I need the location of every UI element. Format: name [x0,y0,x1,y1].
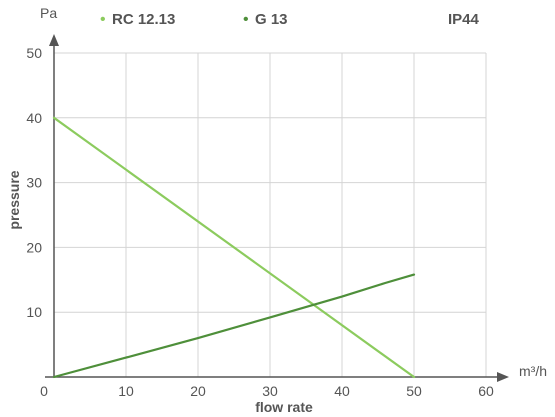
x-unit-label: m³/h [519,363,547,379]
x-tick-label: 40 [334,383,350,399]
series-lines [52,116,416,379]
grid [54,52,487,377]
x-tick-label: 0 [40,383,48,399]
y-tick-label: 20 [26,239,42,255]
legend-label-rc: RC 12.13 [112,11,175,28]
y-tick-label: 10 [26,304,42,320]
y-tick-label: 50 [26,45,42,61]
series-line-g-13 [52,273,416,379]
legend-item-rc: • RC 12.13 [100,11,175,28]
legend-item-g: • G 13 [243,11,288,28]
x-tick-label: 20 [190,383,206,399]
series-line-rc-12-13 [52,116,416,379]
x-tick-label: 30 [262,383,278,399]
y-axis-title: pressure [6,170,22,229]
x-tick-label: 10 [118,383,134,399]
ip-badge: IP44 [448,11,480,28]
legend-label-g: G 13 [255,11,288,28]
x-tick-label: 50 [406,383,422,399]
legend-bullet-rc: • [100,11,106,28]
x-tick-label: 60 [478,383,494,399]
y-axis-arrow [49,34,59,46]
y-tick-label: 30 [26,175,42,191]
x-axis-title: flow rate [255,399,313,415]
tick-labels: 0 10 20 30 40 50 60 10 20 30 40 50 [26,45,494,399]
y-unit-label: Pa [40,5,57,21]
legend: • RC 12.13 • G 13 [100,11,288,28]
legend-bullet-g: • [243,11,249,28]
x-axis-arrow [497,372,509,382]
axes [45,34,509,382]
y-tick-label: 40 [26,110,42,126]
